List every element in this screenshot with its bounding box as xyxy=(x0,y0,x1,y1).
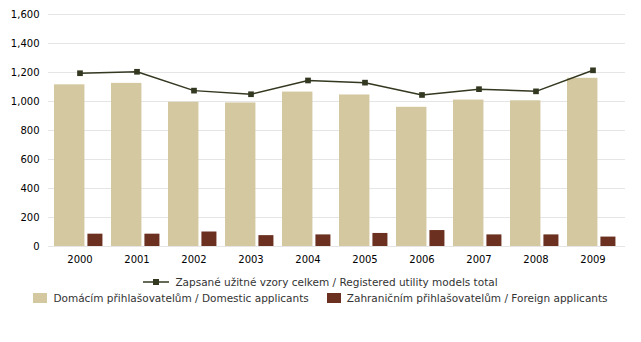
svg-text:2001: 2001 xyxy=(124,254,149,265)
svg-text:2000: 2000 xyxy=(67,254,92,265)
svg-text:2002: 2002 xyxy=(181,254,206,265)
html-text:Zahraničním přihlašovatelům /: Zahraničním přihlašovatelům / Foreign ap… xyxy=(346,292,608,304)
svg-text:1,600: 1,600 xyxy=(11,9,40,20)
svg-text:2004: 2004 xyxy=(295,254,320,265)
svg-text:2007: 2007 xyxy=(466,254,491,265)
svg-text:400: 400 xyxy=(20,183,39,194)
svg-text:1,400: 1,400 xyxy=(11,38,40,49)
svg-text:2003: 2003 xyxy=(238,254,263,265)
html-text:Zapsané užitné vzory celkem /: Zapsané užitné vzory celkem / Registered… xyxy=(175,276,498,288)
svg-text:2005: 2005 xyxy=(352,254,377,265)
svg-text:2006: 2006 xyxy=(409,254,434,265)
svg-text:600: 600 xyxy=(20,154,39,165)
svg-text:2008: 2008 xyxy=(523,254,548,265)
html-text:Domácím přihlašovatelům / Dome: Domácím přihlašovatelům / Domestic appli… xyxy=(53,292,309,304)
svg-text:200: 200 xyxy=(20,212,39,223)
svg-text:1,000: 1,000 xyxy=(11,96,40,107)
svg-text:2009: 2009 xyxy=(580,254,605,265)
svg-text:0: 0 xyxy=(33,241,39,252)
svg-text:800: 800 xyxy=(20,125,39,136)
svg-text:1,200: 1,200 xyxy=(11,67,40,78)
